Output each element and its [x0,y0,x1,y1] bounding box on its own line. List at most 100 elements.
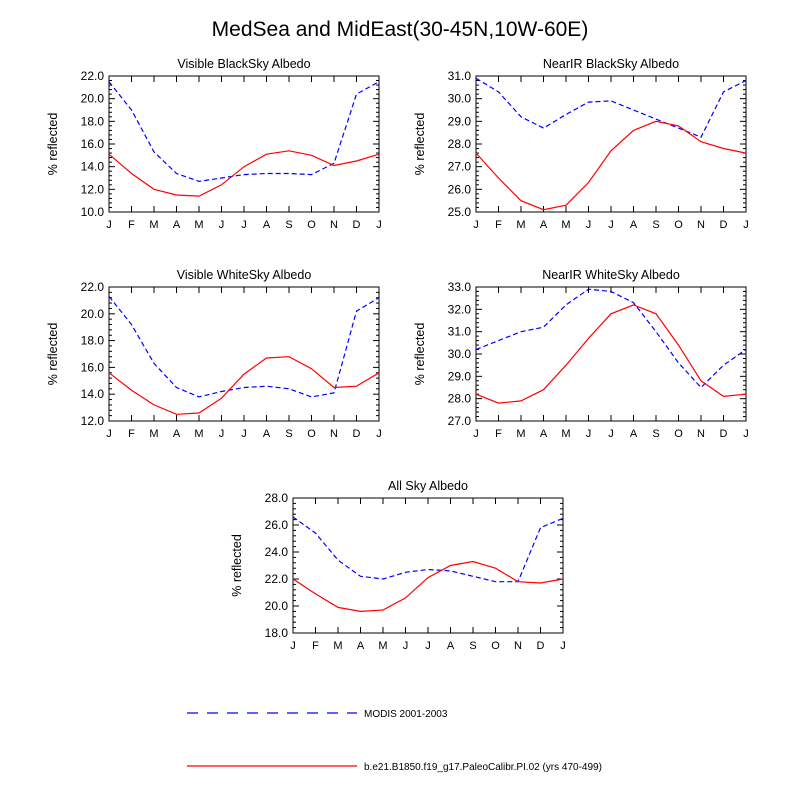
x-tick-label: F [495,428,502,440]
x-tick-label: A [540,428,548,440]
y-tick-label: 16.0 [81,137,105,151]
x-tick-label: A [357,640,365,652]
y-tick-label: 14.0 [81,160,105,174]
x-tick-label: J [743,219,749,231]
x-tick-label: J [376,219,382,231]
y-tick-label: 26.0 [448,182,472,196]
series-line-model [475,120,747,211]
y-tick-label: 20.0 [265,599,289,613]
panel-title: Visible BlackSky Albedo [177,57,310,71]
y-tick-label: 31.0 [448,325,472,339]
y-tick-label: 18.0 [81,114,105,128]
x-tick-label: F [312,640,319,652]
y-tick-label: 28.0 [265,491,289,505]
series-line-modis [475,288,747,389]
panel-title: NearIR BlackSky Albedo [543,57,679,71]
x-tick-label: J [403,640,409,652]
x-tick-label: S [652,428,659,440]
plot-frame [292,497,564,634]
y-tick-label: 33.0 [448,280,472,294]
panel-nearir-whitesky-albedo: NearIR WhiteSky Albedo % reflected J F M A M J J… [413,268,749,440]
panel-visible-blacksky-albedo: Visible BlackSky Albedo % reflected J F M A M J… [46,57,382,231]
x-tick-label: D [353,219,361,231]
x-tick-label: M [333,640,342,652]
x-tick-label: O [491,640,500,652]
series-line-modis [475,77,747,138]
x-tick-label: D [353,428,361,440]
panel-title: Visible WhiteSky Albedo [177,268,312,282]
x-tick-label: D [537,640,545,652]
x-tick-label: J [106,219,112,231]
y-tick-label: 24.0 [265,545,289,559]
x-tick-label: D [720,428,728,440]
x-tick-label: M [194,219,203,231]
x-tick-label: J [560,640,566,652]
x-tick-label: N [697,428,705,440]
y-tick-label: 31.0 [448,69,472,83]
y-tick-label: 27.0 [448,160,472,174]
x-tick-label: J [241,219,247,231]
y-axis-label: % reflected [46,113,60,176]
x-tick-label: O [674,428,683,440]
x-tick-label: J [376,428,382,440]
x-tick-label: S [652,219,659,231]
x-tick-label: A [263,219,271,231]
x-tick-label: S [469,640,476,652]
y-tick-label: 25.0 [448,205,472,219]
y-axis-label: % reflected [230,534,244,597]
x-tick-label: F [128,428,135,440]
x-tick-label: J [106,428,112,440]
x-tick-label: N [330,219,338,231]
y-tick-label: 20.0 [81,92,105,106]
series-line-model [108,356,380,415]
y-tick-label: 29.0 [448,369,472,383]
x-tick-label: M [149,219,158,231]
y-axis-label: % reflected [413,113,427,176]
x-tick-label: D [720,219,728,231]
y-tick-label: 30.0 [448,92,472,106]
legend-modis-label: MODIS 2001-2003 [364,709,448,720]
series-line-model [292,560,564,613]
x-tick-label: A [540,219,548,231]
y-tick-label: 28.0 [448,137,472,151]
series-line-modis [108,81,380,183]
y-tick-label: 32.0 [448,302,472,316]
x-tick-label: M [561,219,570,231]
x-tick-label: N [330,428,338,440]
x-tick-label: J [219,219,225,231]
figure-title: MedSea and MidEast(30-45N,10W-60E) [212,18,589,41]
y-tick-label: 20.0 [81,307,105,321]
y-axis-label: % reflected [413,323,427,386]
y-tick-label: 18.0 [81,334,105,348]
y-tick-label: 22.0 [81,280,105,294]
x-tick-label: J [608,428,614,440]
y-tick-label: 14.0 [81,387,105,401]
panel-visible-whitesky-albedo: Visible WhiteSky Albedo % reflected J F M A M J… [46,268,382,440]
x-tick-label: S [285,428,292,440]
x-tick-label: J [290,640,296,652]
x-tick-label: M [378,640,387,652]
x-tick-label: M [516,428,525,440]
x-tick-label: J [473,428,479,440]
series-line-modis [292,516,564,583]
series-line-model [108,150,380,197]
series-line-model [475,304,747,404]
x-tick-label: O [307,219,316,231]
x-tick-label: J [743,428,749,440]
y-tick-label: 27.0 [448,414,472,428]
x-tick-label: J [219,428,225,440]
y-tick-label: 16.0 [81,360,105,374]
x-tick-label: M [194,428,203,440]
x-tick-label: A [173,219,181,231]
legend: MODIS 2001-2003 b.e21.B1850.f19_g17.Pale… [187,709,602,773]
x-tick-label: J [241,428,247,440]
y-tick-label: 10.0 [81,205,105,219]
y-tick-label: 12.0 [81,414,105,428]
x-tick-label: M [149,428,158,440]
x-tick-label: J [608,219,614,231]
x-tick-label: F [495,219,502,231]
x-tick-label: J [586,428,592,440]
y-tick-label: 29.0 [448,114,472,128]
x-tick-label: J [473,219,479,231]
